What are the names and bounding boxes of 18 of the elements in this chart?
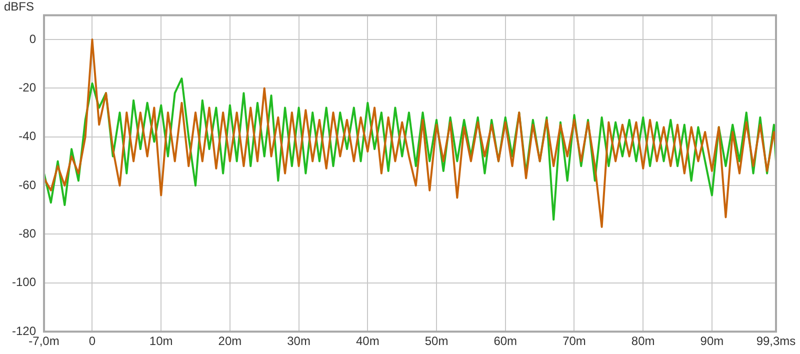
y-tick-label: -40: [18, 129, 36, 144]
x-tick-label: 80m: [631, 334, 655, 348]
x-tick-label: 40m: [356, 334, 380, 348]
x-tick-label: 99,3ms: [756, 334, 796, 348]
x-tick-label: 30m: [287, 334, 310, 348]
x-tick-label: 50m: [424, 334, 448, 348]
x-tick-label: 90m: [700, 334, 724, 348]
y-tick-label: -20: [18, 80, 36, 95]
y-axis-title: dBFS: [4, 0, 34, 14]
x-tick-label: 20m: [218, 334, 242, 348]
y-tick-label: 0: [29, 32, 36, 46]
x-tick-label: 0: [88, 334, 96, 348]
x-tick-label: 10m: [149, 334, 173, 348]
y-tick-label: -80: [18, 226, 36, 241]
y-tick-label: -100: [12, 275, 36, 290]
y-tick-label: -60: [18, 178, 36, 192]
x-tick-label: 70m: [562, 334, 586, 348]
x-tick-label: 60m: [494, 334, 518, 348]
